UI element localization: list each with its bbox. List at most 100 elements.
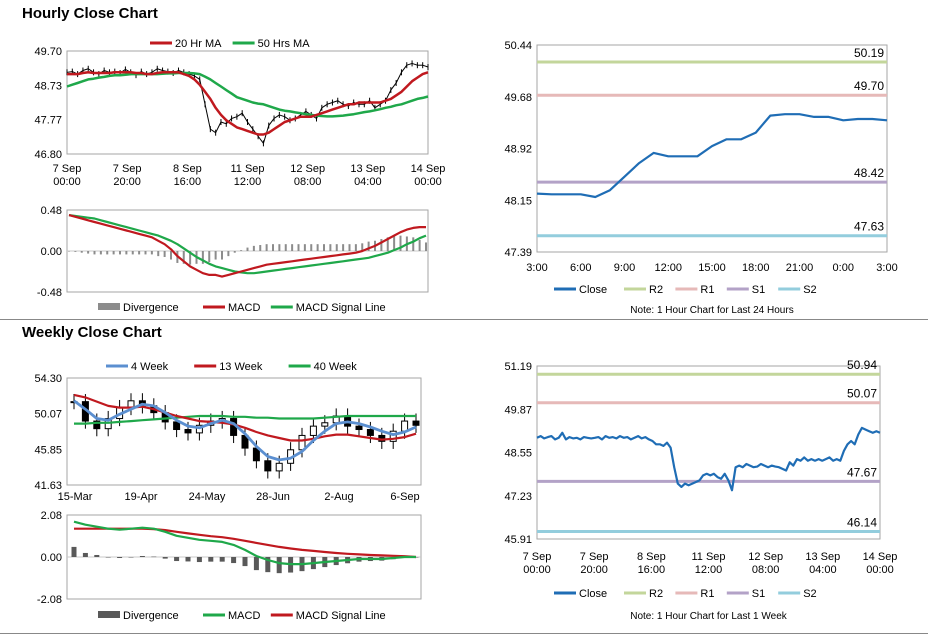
- hourly-macd-divergence-bar: [259, 245, 262, 251]
- hourly-levels-level-r2-label: 50.19: [854, 46, 884, 60]
- hourly-levels-ytick-label: 47.39: [504, 247, 532, 259]
- hourly-levels-xtick-label: 9:00: [614, 262, 635, 274]
- weekly-levels-xtick-label: 8 Sep: [637, 551, 666, 563]
- hourly-macd-ytick-label: 0.48: [41, 205, 62, 217]
- hourly-price-close-segment: [273, 114, 280, 119]
- hourly-macd-divergence-bar: [99, 251, 102, 255]
- hourly-macd-divergence-bar: [342, 244, 345, 251]
- weekly-macd-divergence-bar: [253, 557, 259, 571]
- hourly-macd-divergence-bar: [189, 251, 192, 265]
- weekly-price-xtick-label: 24-May: [189, 491, 226, 503]
- hourly-levels-level-s2-label: 47.63: [854, 220, 884, 234]
- hourly-levels-legend-label: S2: [803, 284, 816, 296]
- weekly-macd-divergence-bar: [105, 557, 111, 558]
- hourly-macd-legend-label: Divergence: [123, 302, 179, 314]
- weekly-price-ytick-label: 45.85: [34, 444, 62, 456]
- weekly-macd-ytick-label: 2.08: [41, 510, 62, 522]
- weekly-levels-legend-label: R1: [700, 588, 714, 600]
- hourly-price-close-segment: [422, 64, 429, 68]
- weekly-price-candle-body: [355, 425, 363, 431]
- weekly-price-ytick-label: 54.30: [34, 373, 62, 385]
- weekly-price-13wk-line: [73, 393, 417, 442]
- weekly-price-legend-label: 4 Week: [131, 361, 169, 373]
- hourly-price-xtick-label: 7 Sep: [53, 163, 82, 175]
- hourly-macd-divergence-bar: [348, 244, 351, 251]
- hourly-price-close-segment: [411, 62, 418, 66]
- hourly-price-close-segment: [401, 64, 408, 73]
- hourly-levels-level-s1-label: 48.42: [854, 166, 884, 180]
- hourly-macd-macd-line: [68, 214, 426, 278]
- hourly-macd-divergence-bar: [303, 244, 306, 251]
- hourly-macd-divergence-bar: [380, 239, 383, 251]
- weekly-macd-legend-label: Divergence: [123, 610, 179, 622]
- hourly-price-close-segment: [390, 82, 397, 91]
- weekly-macd-divergence-bar: [185, 557, 191, 562]
- weekly-price-xtick-label: 15-Mar: [58, 491, 93, 503]
- hourly-levels-xtick-label: 3:00: [876, 262, 897, 274]
- hourly-macd-divergence-bar: [310, 244, 313, 251]
- hourly-macd-divergence-bar: [87, 251, 90, 254]
- hourly-price-close-segment: [337, 100, 344, 105]
- hourly-macd-divergence-bar: [240, 250, 243, 251]
- weekly-price-candle-body: [309, 425, 317, 436]
- hourly-levels-legend-label: R1: [700, 284, 714, 296]
- hourly-price-close-segment: [395, 72, 402, 84]
- hourly-macd-divergence-bar: [214, 251, 217, 260]
- hourly-macd-divergence-bar: [150, 251, 153, 255]
- hourly-macd-divergence-bar: [208, 251, 211, 263]
- hourly-macd-divergence-bar: [119, 251, 121, 255]
- hourly-levels-ytick-label: 48.92: [504, 144, 532, 156]
- weekly-levels-legend-label: S2: [803, 588, 816, 600]
- hourly-price-close-segment: [188, 73, 195, 77]
- weekly-macd-divergence-bar: [219, 557, 225, 562]
- weekly-price-candle-body: [264, 460, 272, 472]
- hourly-macd-divergence-bar: [201, 251, 204, 264]
- hourly-macd-divergence-bar: [93, 251, 96, 255]
- weekly-levels-xtick-label: 11 Sep: [691, 551, 725, 563]
- hourly-price-close-segment: [66, 71, 73, 73]
- hourly-macd-divergence-bar: [112, 251, 115, 255]
- hourly-macd-divergence-bar: [425, 242, 427, 251]
- hourly-price-xtick-label: 11 Sep: [230, 163, 264, 175]
- hourly-macd-divergence-bar: [272, 244, 274, 251]
- hourly-macd-divergence-bar: [297, 244, 300, 251]
- weekly-levels-ytick-label: 49.87: [504, 404, 532, 416]
- hourly-price-close-segment: [326, 102, 333, 105]
- weekly-price-xtick-label: 6-Sep: [390, 491, 419, 503]
- hourly-price-xtick-label: 7 Sep: [113, 163, 142, 175]
- hourly-price-xtick-label: 13 Sep: [350, 163, 385, 175]
- weekly-macd-divergence-bar: [94, 554, 100, 557]
- hourly-price-xtick-label: 04:00: [354, 176, 382, 188]
- hourly-macd-divergence-bar: [278, 244, 281, 251]
- hourly-levels-note: Note: 1 Hour Chart for Last 24 Hours: [630, 305, 793, 316]
- hourly-price-close-segment: [157, 68, 163, 72]
- hourly-macd-divergence-bar: [265, 244, 268, 251]
- hourly-price-close-segment: [279, 114, 285, 118]
- hourly-macd-divergence-bar: [412, 237, 415, 251]
- weekly-macd-divergence-bar: [128, 557, 134, 558]
- hourly-levels-xtick-label: 21:00: [786, 262, 814, 274]
- weekly-levels-xtick-label: 00:00: [866, 564, 894, 576]
- hourly-levels-legend-label: S1: [752, 284, 765, 296]
- hourly-macd-divergence-bar: [182, 251, 185, 264]
- hourly-price-legend-label: 20 Hr MA: [175, 38, 222, 50]
- weekly-price-candle-body: [93, 420, 101, 430]
- hourly-macd-divergence-bar: [361, 243, 364, 251]
- weekly-macd-legend-label: MACD: [228, 610, 260, 622]
- hourly-price-close-segment: [332, 100, 338, 103]
- weekly-macd-divergence-bar: [265, 557, 271, 573]
- weekly-macd-divergence-bar: [196, 557, 202, 563]
- hourly-macd-legend-label: MACD: [228, 302, 260, 314]
- hourly-levels-xtick-label: 18:00: [742, 262, 770, 274]
- weekly-levels-xtick-label: 12:00: [695, 564, 723, 576]
- weekly-price-legend-label: 13 Week: [219, 361, 263, 373]
- hourly-price-xtick-label: 20:00: [113, 176, 141, 188]
- hourly-price-close-segment: [241, 112, 248, 123]
- hourly-price-close-segment: [268, 118, 275, 126]
- weekly-section-title: Weekly Close Chart: [22, 324, 162, 341]
- weekly-levels-xtick-label: 20:00: [580, 564, 608, 576]
- hourly-price-close-segment: [215, 121, 222, 133]
- weekly-price-candle-body: [173, 421, 181, 431]
- hourly-price-close-segment: [406, 62, 413, 66]
- hourly-price-close-segment: [236, 112, 243, 118]
